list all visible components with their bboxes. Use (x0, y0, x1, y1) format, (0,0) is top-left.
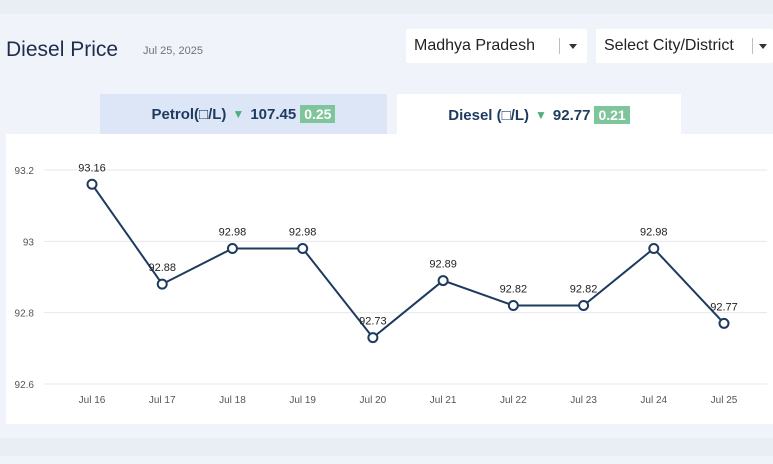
data-label: 92.88 (148, 262, 176, 274)
data-point (297, 242, 309, 254)
x-tick-label: Jul 17 (149, 395, 176, 406)
data-label: 92.98 (289, 226, 317, 238)
state-select[interactable]: Madhya Pradesh (406, 29, 587, 63)
x-tick-label: Jul 19 (289, 395, 316, 406)
select-separator (752, 38, 753, 54)
data-point (156, 278, 168, 290)
down-arrow-icon: ▼ (232, 107, 245, 121)
x-tick-label: Jul 25 (711, 395, 738, 406)
data-point (648, 242, 660, 254)
data-label: 93.16 (78, 162, 106, 174)
x-tick-label: Jul 24 (640, 395, 667, 406)
x-tick-label: Jul 21 (430, 395, 457, 406)
page-title: Diesel Price (6, 38, 119, 61)
y-tick-label: 92.8 (15, 309, 35, 320)
data-point (718, 317, 730, 329)
select-separator (559, 38, 560, 54)
y-tick-label: 93.2 (15, 166, 35, 177)
data-point (437, 275, 449, 287)
y-tick-label: 93 (23, 237, 35, 248)
city-select[interactable]: Select City/District (596, 29, 773, 63)
data-point (86, 178, 98, 190)
data-point (367, 332, 379, 344)
down-arrow-icon: ▼ (535, 108, 547, 122)
data-point (507, 300, 519, 312)
x-tick-label: Jul 20 (360, 395, 387, 406)
diesel-price-line-chart: 93.2 93 92.8 92.6 Jul 16 Jul 17 Jul 18 Jul 19 Ju… (15, 162, 767, 406)
y-tick-label: 92.6 (15, 380, 35, 391)
chart-panel: 93.2 93 92.8 92.6 Jul 16 Jul 17 Jul 18 Jul 19 Ju… (6, 134, 773, 424)
tab-diesel-price: 92.77 (552, 106, 591, 124)
tab-petrol[interactable]: Petrol(□/L) ▼ 107.45 0.25 (100, 94, 387, 134)
state-select-value: Madhya Pradesh (414, 37, 535, 54)
tab-petrol-change-badge: 0.25 (300, 105, 336, 123)
data-point (578, 300, 590, 312)
tab-petrol-price: 107.45 (250, 105, 297, 123)
x-tick-label: Jul 23 (570, 395, 597, 406)
tab-diesel[interactable]: Diesel (□/L) ▼ 92.77 0.21 (397, 94, 681, 136)
price-date: Jul 25, 2025 (143, 45, 203, 57)
tab-diesel-change-badge: 0.21 (594, 106, 630, 124)
series-line (91, 183, 725, 340)
x-tick-label: Jul 22 (500, 395, 527, 406)
x-tick-label: Jul 18 (219, 395, 246, 406)
tab-diesel-label: Diesel (□/L) (448, 106, 530, 124)
data-label: 92.82 (500, 284, 528, 296)
tab-petrol-label: Petrol(□/L) (151, 105, 227, 123)
data-label: 92.82 (570, 284, 598, 296)
chevron-down-icon[interactable] (759, 44, 767, 49)
data-label: 92.98 (640, 226, 668, 238)
data-label: 92.89 (429, 259, 457, 271)
data-label: 92.98 (219, 226, 247, 238)
chevron-down-icon[interactable] (569, 44, 577, 49)
data-label: 92.77 (710, 301, 738, 313)
x-tick-label: Jul 16 (79, 395, 106, 406)
city-select-placeholder: Select City/District (604, 37, 734, 54)
data-label: 92.73 (359, 316, 387, 328)
data-point (226, 242, 238, 254)
bottom-strip (0, 456, 773, 464)
